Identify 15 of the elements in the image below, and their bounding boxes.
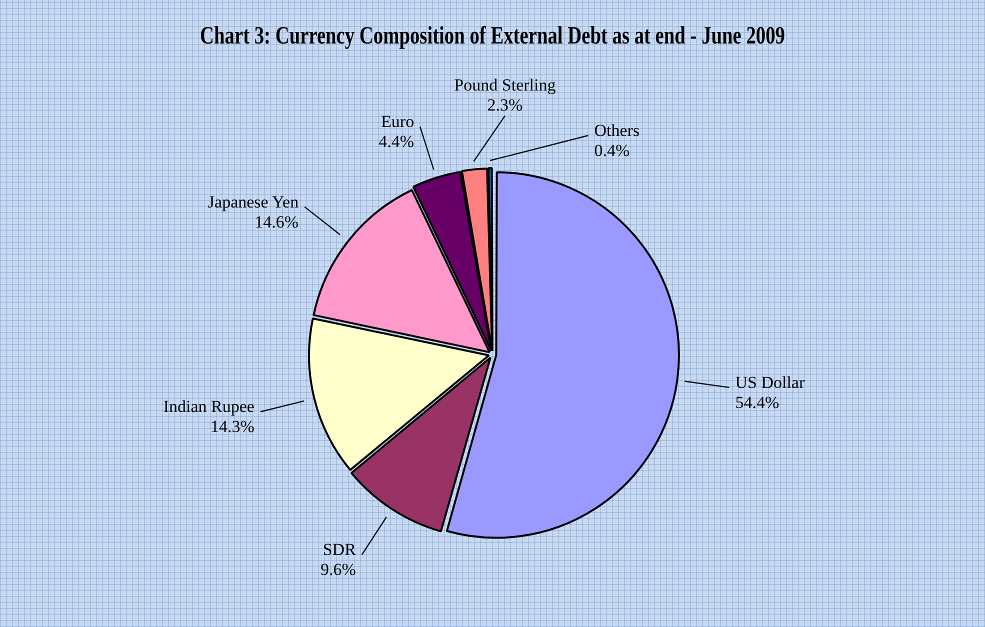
data-label: 9.6% — [320, 560, 356, 580]
data-label: 2.3% — [487, 95, 523, 114]
data-label: 14.6% — [254, 212, 299, 232]
data-label: 4.4% — [378, 132, 414, 152]
slice-label: Euro — [381, 112, 414, 132]
data-label: 0.4% — [594, 140, 630, 160]
slice-label: SDR — [322, 540, 357, 560]
data-label: 14.3% — [210, 417, 254, 436]
slice-label: Indian Rupee — [163, 397, 254, 416]
slice-label: Others — [594, 120, 640, 140]
slice-label: US Dollar — [735, 372, 805, 392]
data-label: 54.4% — [735, 392, 780, 412]
slice-label: Japanese Yen — [208, 192, 300, 212]
chart-title: Chart 3: Currency Composition of External Debt as at end - June 2009 — [200, 21, 785, 50]
slice-label: Pound Sterling — [454, 75, 556, 94]
